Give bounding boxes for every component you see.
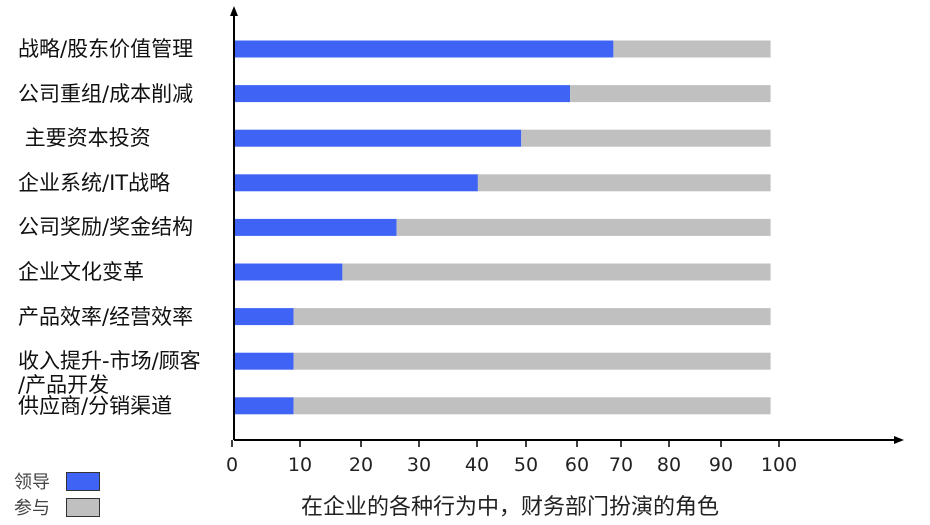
category-label: 企业系统/IT战略: [18, 170, 171, 195]
category-label: 公司重组/成本削减: [18, 81, 194, 106]
axes-group: [230, 6, 904, 444]
x-tick-label: 20: [349, 454, 373, 476]
bar-participate-5: [342, 263, 771, 281]
legend-swatch-participate: [66, 497, 100, 517]
legend-label-lead: 领导: [14, 472, 50, 493]
category-label: 产品效率/经营效率: [18, 304, 194, 329]
bar-participate-0: [613, 40, 771, 58]
bar-lead-4: [234, 218, 397, 236]
bar-lead-6: [234, 308, 294, 326]
category-label: 供应商/分销渠道: [18, 393, 173, 418]
x-tick-label: 30: [407, 454, 431, 476]
bar-participate-6: [293, 308, 771, 326]
category-label: 公司奖励/奖金结构: [18, 215, 194, 240]
x-tick-label: 10: [288, 454, 312, 476]
bar-lead-2: [234, 129, 522, 147]
bar-participate-1: [570, 85, 771, 103]
category-label: 战略/股东价值管理: [18, 37, 194, 61]
x-axis-title: 在企业的各种行为中，财务部门扮演的角色: [300, 495, 719, 520]
bar-lead-5: [234, 263, 343, 281]
x-tick-label: 100: [761, 454, 797, 476]
legend-label-participate: 参与: [14, 498, 50, 519]
x-tick-label: 60: [565, 454, 589, 476]
x-tick-label: 50: [514, 454, 538, 476]
x-tick-label: 0: [226, 454, 238, 476]
x-axis-arrow-icon: [894, 436, 904, 444]
x-tick-label: 90: [709, 454, 733, 476]
legend-item-lead: 领导: [14, 468, 100, 494]
category-label: 主要资本投资: [18, 126, 151, 151]
y-axis-arrow-icon: [230, 6, 238, 16]
bar-lead-7: [234, 352, 294, 370]
x-tick-label: 40: [465, 454, 489, 476]
x-tick-label: 80: [657, 454, 681, 476]
x-ticks-group: 0 10 20 30 40 50 60 70 80 90 100: [226, 440, 797, 476]
legend-item-participate: 参与: [14, 494, 100, 520]
bar-lead-3: [234, 174, 478, 192]
category-label: 企业文化变革: [18, 260, 144, 284]
bar-lead-0: [234, 40, 614, 58]
category-label: 收入提升-市场/顾客/产品开发: [18, 349, 201, 398]
legend-swatch-lead: [66, 471, 100, 491]
x-tick-label: 70: [609, 454, 633, 476]
bar-participate-2: [521, 129, 771, 147]
bar-lead-8: [234, 397, 294, 415]
bar-participate-8: [293, 397, 771, 415]
bars-group: [234, 40, 771, 415]
bar-participate-3: [477, 174, 771, 192]
bar-participate-4: [396, 218, 771, 236]
bar-participate-7: [293, 352, 771, 370]
bar-lead-1: [234, 85, 571, 103]
